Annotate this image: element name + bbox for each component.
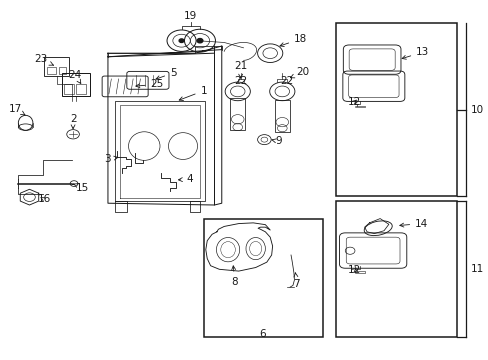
Text: 7: 7	[293, 273, 300, 289]
Text: 22: 22	[280, 76, 293, 86]
Text: 1: 1	[179, 86, 207, 100]
Text: 5: 5	[156, 68, 176, 80]
Text: 22: 22	[234, 76, 247, 86]
Text: 8: 8	[231, 266, 238, 287]
Bar	[64, 84, 74, 94]
Text: 12: 12	[346, 97, 360, 107]
Text: 16: 16	[37, 194, 51, 204]
Bar	[62, 73, 90, 96]
Bar	[59, 67, 66, 74]
Circle shape	[197, 39, 203, 43]
Text: 25: 25	[136, 79, 163, 89]
Circle shape	[179, 39, 183, 42]
Text: 18: 18	[280, 34, 307, 46]
Text: 17: 17	[9, 104, 25, 115]
Text: 21: 21	[234, 61, 247, 78]
Bar	[335, 202, 456, 337]
Bar	[47, 67, 56, 74]
Text: 2: 2	[70, 114, 76, 129]
Text: 4: 4	[178, 174, 192, 184]
Text: 10: 10	[470, 105, 483, 114]
Text: 15: 15	[73, 183, 89, 193]
Bar	[229, 98, 245, 130]
Text: 24: 24	[68, 69, 81, 84]
Text: 20: 20	[290, 67, 308, 78]
Text: 23: 23	[35, 54, 53, 65]
Text: 13: 13	[401, 47, 428, 59]
Bar	[203, 219, 323, 337]
Bar	[274, 100, 289, 132]
Bar	[335, 23, 456, 196]
Text: 6: 6	[259, 329, 265, 339]
Bar	[44, 57, 69, 76]
Text: 19: 19	[184, 12, 197, 21]
Text: 11: 11	[470, 264, 484, 274]
Bar	[76, 84, 86, 94]
Text: 3: 3	[103, 154, 118, 164]
Text: 12: 12	[346, 265, 360, 275]
Text: 14: 14	[399, 219, 427, 229]
Text: 9: 9	[271, 136, 281, 147]
